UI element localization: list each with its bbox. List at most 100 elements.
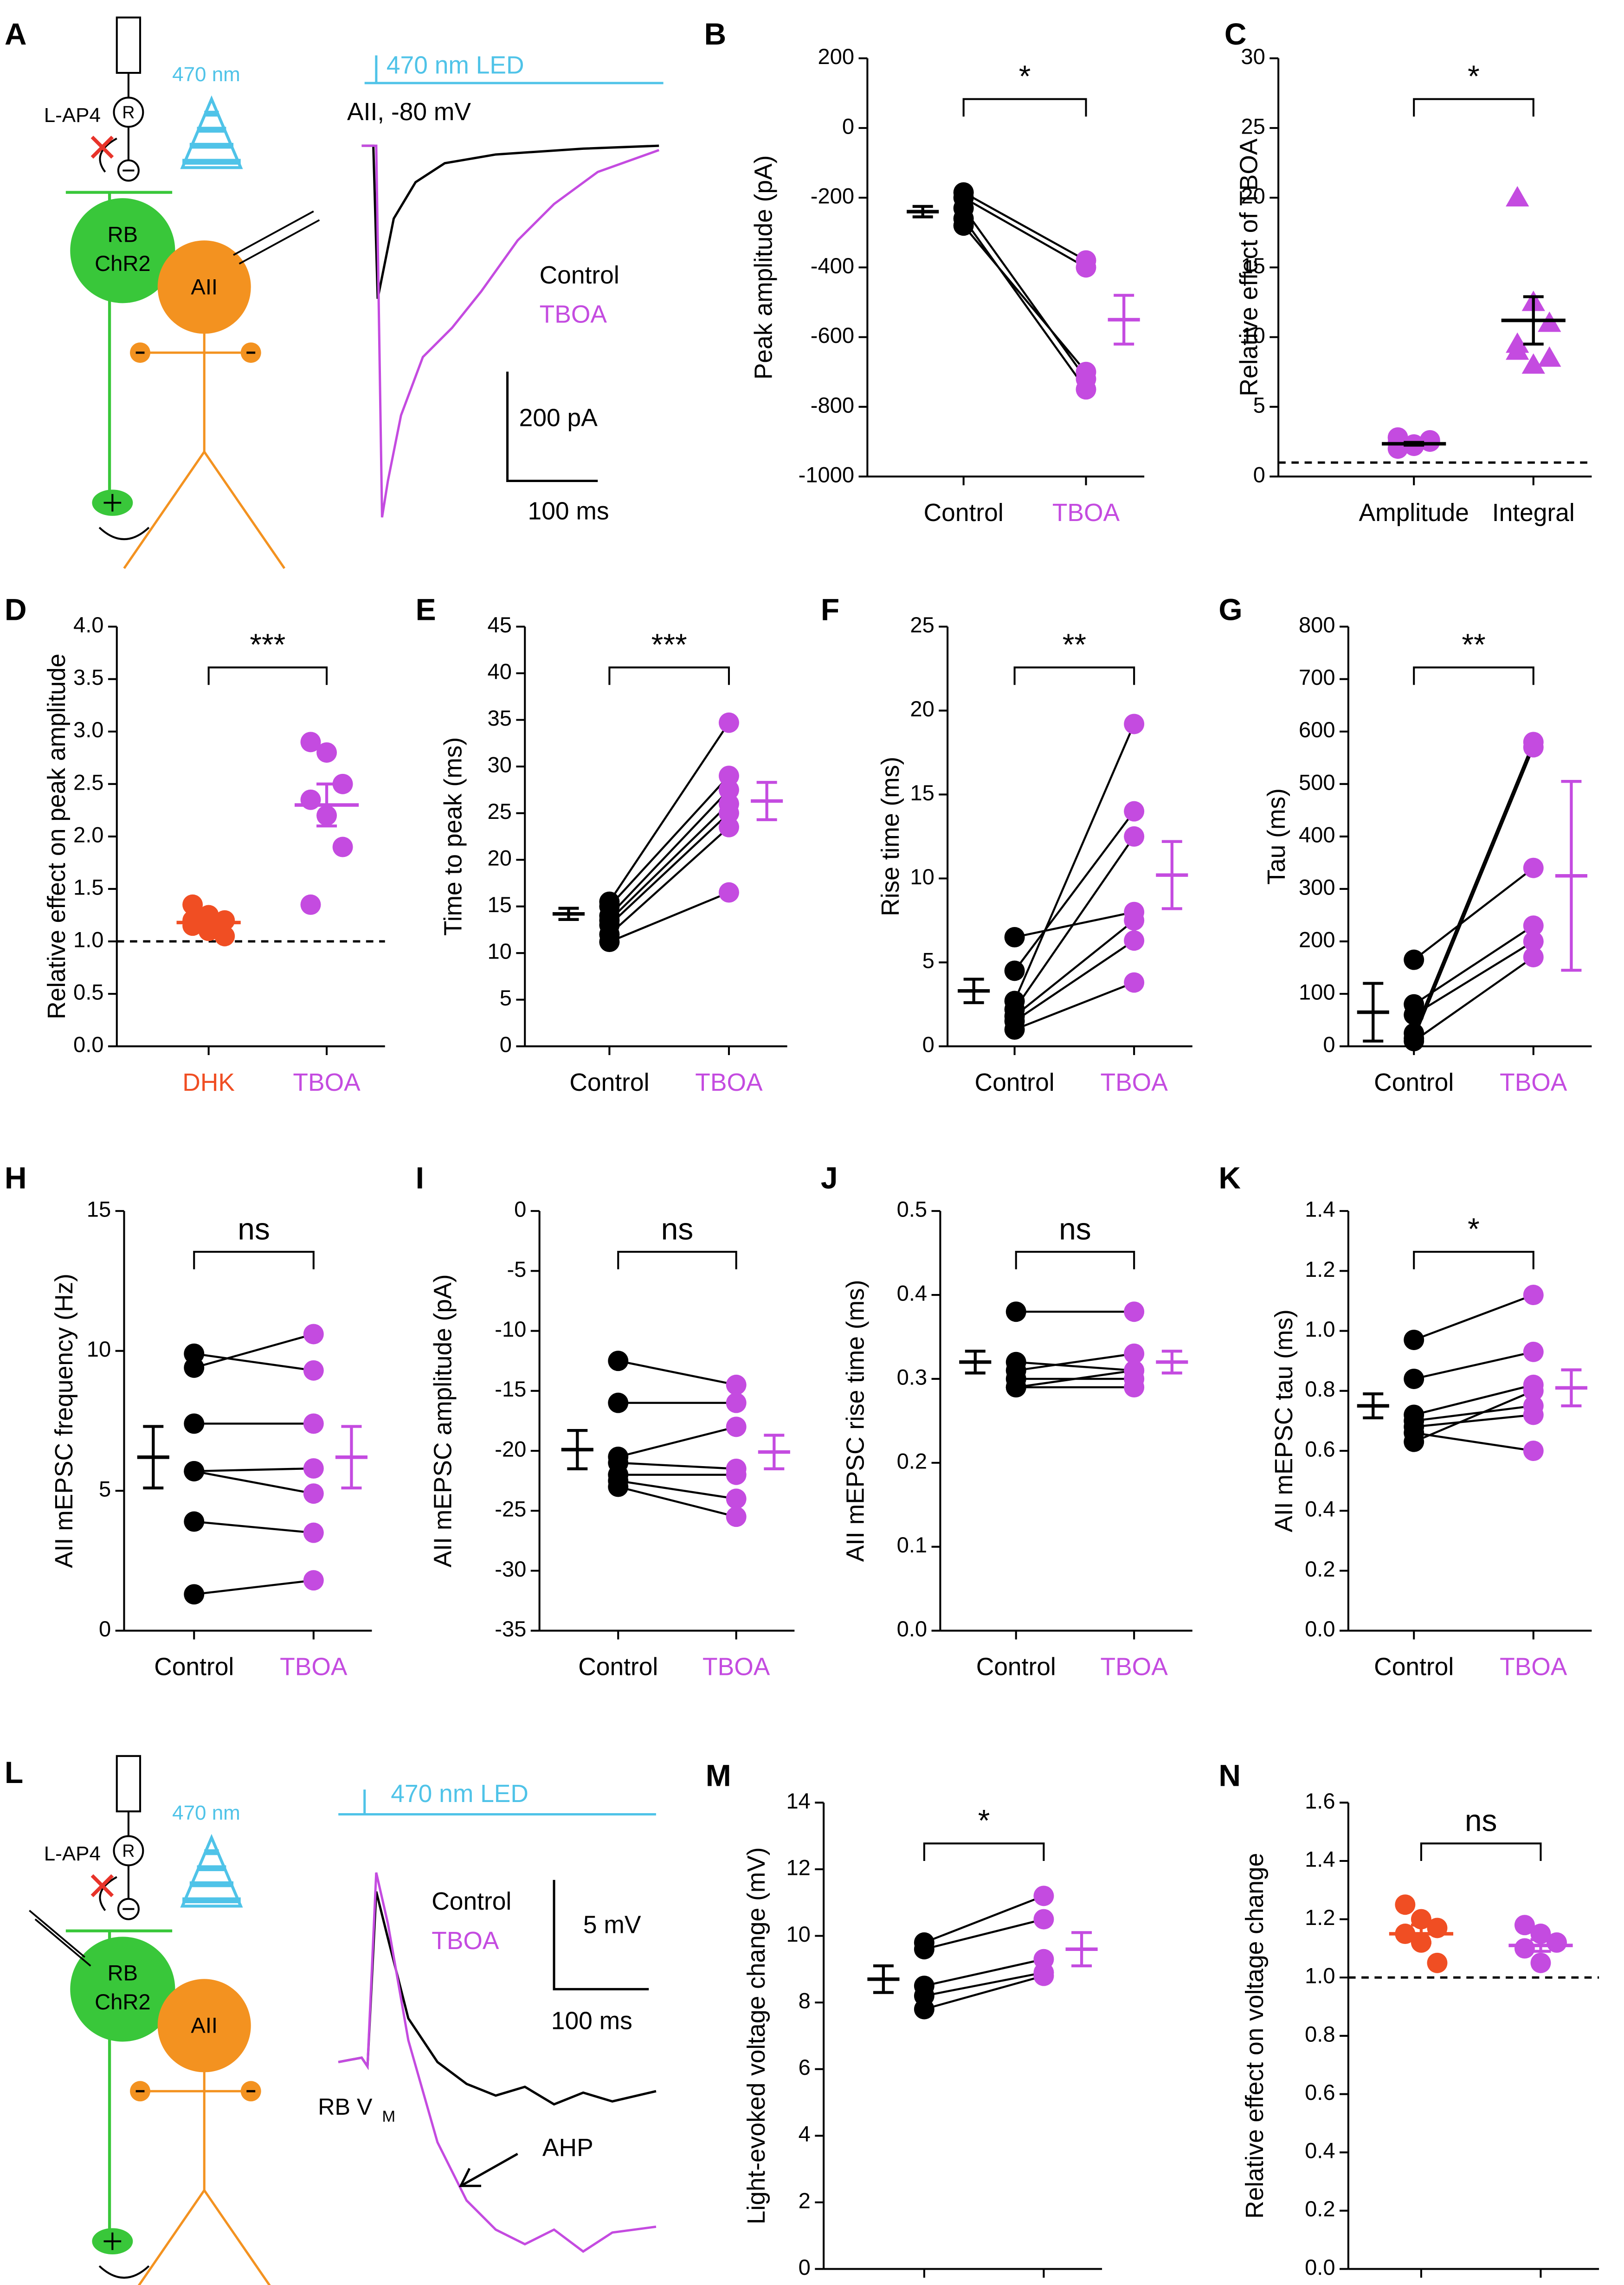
data-point xyxy=(300,894,321,915)
data-point xyxy=(184,1511,205,1532)
data-point xyxy=(718,817,739,837)
error-bar xyxy=(1363,982,1384,1043)
data-point xyxy=(1506,186,1529,206)
data-point xyxy=(1124,714,1145,734)
y-tick-label: 25 xyxy=(488,799,512,824)
pair-line xyxy=(1016,1352,1134,1372)
y-tick-label: 100 xyxy=(1299,980,1335,1004)
pair-line xyxy=(618,1360,737,1386)
y-tick-label: 700 xyxy=(1299,665,1335,689)
data-point xyxy=(726,1392,747,1413)
data-point xyxy=(1523,1341,1544,1362)
pair-line xyxy=(1413,867,1534,961)
data-point xyxy=(1004,1019,1025,1040)
y-tick-label: 300 xyxy=(1299,875,1335,899)
y-tick-label: 12 xyxy=(786,1855,810,1879)
y-tick-label: 14 xyxy=(786,1789,810,1813)
data-point xyxy=(726,1488,747,1509)
data-point xyxy=(184,1357,205,1378)
pair-line xyxy=(1014,981,1134,1031)
panel-letter: J xyxy=(821,1161,838,1195)
significance-label: * xyxy=(1019,59,1031,93)
data-point xyxy=(726,1506,747,1527)
error-bar xyxy=(1161,1350,1182,1375)
data-point xyxy=(1124,826,1145,847)
y-axis-title: Peak amplitude (pA) xyxy=(750,155,778,380)
y-tick-label: 0.6 xyxy=(1305,1436,1335,1461)
y-tick-label: 0.0 xyxy=(73,1032,104,1057)
y-tick-label: 35 xyxy=(488,706,512,730)
significance-bracket xyxy=(1413,1251,1534,1269)
data-point xyxy=(1076,361,1096,382)
data-point xyxy=(718,712,739,733)
data-point xyxy=(608,1351,629,1371)
rb-label: ChR2 xyxy=(95,1989,150,2014)
data-point xyxy=(303,1522,324,1543)
pair-line xyxy=(1413,1390,1534,1443)
data-point xyxy=(1124,801,1145,822)
error-bar xyxy=(1363,1392,1384,1420)
data-point xyxy=(1523,1404,1544,1425)
y-tick-label: 1.6 xyxy=(1305,1789,1335,1813)
x-tick-label: TBOA xyxy=(1052,499,1120,527)
data-point xyxy=(1076,379,1096,400)
data-point xyxy=(718,882,739,903)
error-bar xyxy=(912,205,933,219)
x-tick-label: TBOA xyxy=(1100,1069,1168,1096)
y-tick-label: 1.0 xyxy=(73,927,104,952)
y-tick-label: 800 xyxy=(1299,612,1335,637)
data-point xyxy=(1521,353,1545,374)
y-tick-label: -5 xyxy=(507,1257,526,1281)
y-tick-label: 5 xyxy=(99,1477,111,1501)
drug-label: L-AP4 xyxy=(44,1842,101,1865)
y-tick-label: 4.0 xyxy=(73,612,104,637)
significance-label: ns xyxy=(238,1212,270,1246)
panel-letter: H xyxy=(5,1161,27,1195)
data-point xyxy=(1506,332,1529,353)
y-tick-label: 200 xyxy=(818,44,854,69)
y-tick-label: 0.8 xyxy=(1305,1377,1335,1401)
y-tick-label: 3.0 xyxy=(73,717,104,742)
data-point xyxy=(1404,949,1424,970)
block-x xyxy=(90,135,114,159)
data-point xyxy=(726,1416,747,1437)
y-tick-label: 0.0 xyxy=(897,1616,927,1641)
y-tick-label: 0.1 xyxy=(897,1532,927,1557)
aii-label: AII xyxy=(191,2013,218,2037)
data-point xyxy=(182,910,203,931)
y-tick-label: 15 xyxy=(87,1197,111,1222)
rb-label: RB xyxy=(108,1960,138,1985)
panel-letter: K xyxy=(1218,1161,1241,1195)
y-tick-label: 1.0 xyxy=(1305,1317,1335,1341)
annotation: AHP xyxy=(542,2134,593,2162)
significance-bracket xyxy=(1413,666,1534,685)
data-point xyxy=(184,1584,205,1605)
pair-line xyxy=(1016,1361,1134,1372)
data-point xyxy=(1538,346,1561,367)
data-point xyxy=(303,1360,324,1381)
data-point xyxy=(214,910,235,931)
drug-label: L-AP4 xyxy=(44,104,101,127)
pair-line xyxy=(924,1975,1044,2010)
y-tick-label: -35 xyxy=(495,1616,526,1641)
data-point xyxy=(1124,972,1145,993)
y-tick-label: 40 xyxy=(488,659,512,684)
data-point xyxy=(1404,1329,1424,1350)
scale-x-label: 100 ms xyxy=(528,498,609,525)
pair-line xyxy=(924,1971,1044,1997)
y-tick-label: 10 xyxy=(87,1337,111,1361)
y-tick-label: 1.0 xyxy=(1305,1963,1335,1988)
y-tick-label: 10 xyxy=(1241,323,1265,348)
pair-line xyxy=(608,775,730,908)
pair-line xyxy=(1014,940,1135,1022)
significance-bracket xyxy=(193,1251,315,1269)
recording-label: RB V xyxy=(318,2094,373,2120)
rb-cell xyxy=(70,198,175,303)
y-tick-label: -30 xyxy=(495,1557,526,1581)
pair-line xyxy=(1016,1369,1134,1389)
significance-bracket xyxy=(617,1251,737,1269)
pair-line xyxy=(1013,811,1135,972)
data-point xyxy=(332,773,353,794)
y-axis-title: AII mEPSC tau (ms) xyxy=(1270,1309,1298,1532)
y-tick-label: 0 xyxy=(514,1197,526,1222)
